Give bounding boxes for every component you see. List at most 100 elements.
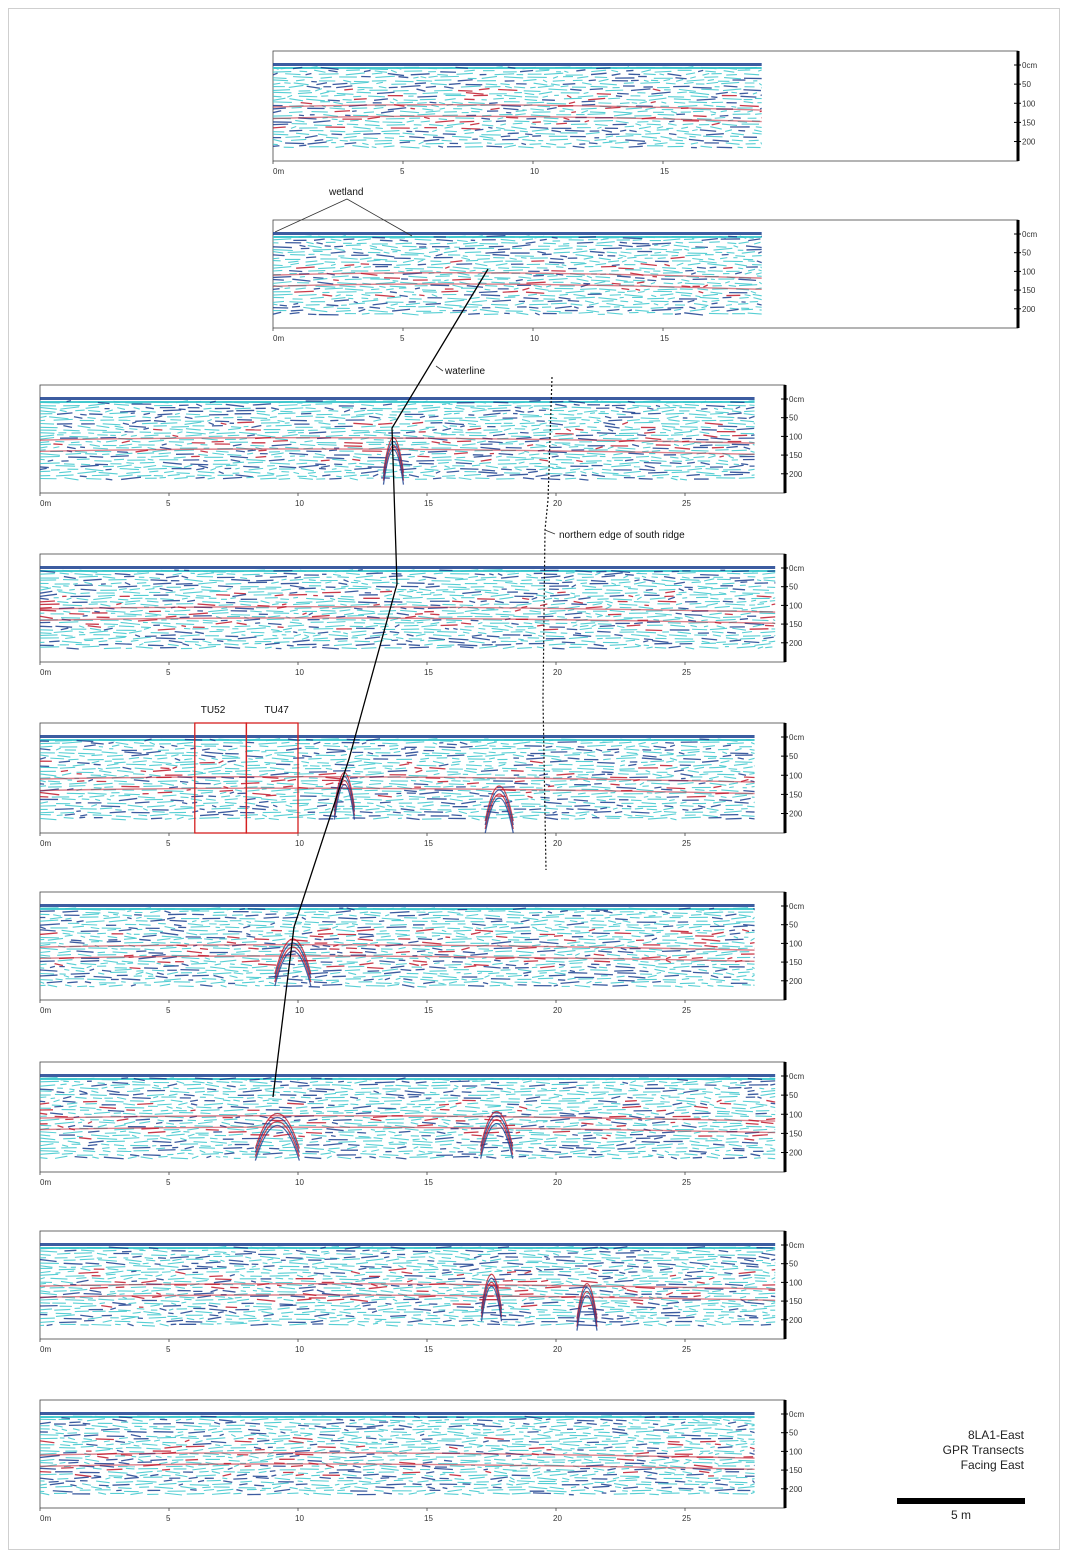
reflection [623,470,641,474]
reflection [367,116,381,120]
reflection [518,461,525,464]
reflection [419,453,424,456]
reflection [520,639,529,642]
reflection [389,418,398,422]
reflection [698,290,704,294]
reflection [483,412,501,416]
reflection [265,794,277,797]
reflection [252,807,266,811]
reflection [247,449,256,452]
reflection [209,738,216,742]
reflection [96,440,101,443]
reflection [157,628,176,631]
reflection [203,802,219,804]
reflection [439,107,446,110]
reflection [354,607,363,610]
reflection [365,772,384,776]
reflection [371,146,377,149]
reflection [273,89,291,91]
reflection [176,400,189,404]
reflection [270,910,279,913]
reflection [670,256,685,260]
reflection [122,591,141,594]
reflection [384,600,403,603]
reflection [697,585,713,589]
reflection [680,773,694,777]
reflection [78,795,84,798]
reflection [164,817,172,820]
reflection [602,750,611,753]
reflection [381,244,398,249]
reflection [512,907,527,911]
reflection [91,474,110,477]
reflection [701,637,718,641]
reflection [722,600,734,603]
reflection [653,618,660,621]
reflection [228,747,238,751]
reflection [289,621,302,625]
reflection [565,290,585,294]
reflection [234,789,243,792]
reflection [442,591,456,593]
depth-tick-label: 150 [789,790,803,799]
reflection [330,238,342,242]
reflection [520,431,529,434]
reflection [40,432,55,434]
reflection [231,578,251,582]
reflection [124,793,140,796]
reflection [606,302,625,307]
reflection [266,618,285,621]
reflection [359,285,374,289]
reflection [519,413,540,417]
reflection [757,251,762,254]
reflection [375,412,384,416]
reflection [578,311,594,314]
reflection [236,622,247,626]
reflection [710,593,727,596]
reflection [670,456,679,459]
reflection [734,593,754,597]
reflection [564,754,581,756]
reflection [545,745,553,748]
stratum-reflection [40,775,755,783]
reflection [707,79,715,82]
reflection [143,627,150,630]
reflection [537,85,554,88]
reflection [566,808,574,811]
reflection [190,463,209,466]
reflection [558,413,575,416]
reflection [741,642,751,645]
reflection [711,96,718,99]
reflection [462,443,476,446]
reflection [271,603,279,606]
reflection [348,302,365,305]
reflection [701,88,719,91]
reflection [584,300,594,304]
reflection [705,70,716,73]
reflection [419,789,426,791]
reflection [310,309,328,313]
reflection [744,271,752,275]
reflection [635,277,645,279]
reflection [119,443,133,447]
reflection [392,811,401,814]
reflection [545,816,559,821]
reflection [147,467,167,470]
reflection [760,94,762,97]
reflection [617,796,636,798]
reflection [656,776,673,779]
reflection [614,141,629,144]
reflection [442,427,452,432]
reflection [651,576,658,578]
reflection [568,101,576,105]
reflection [500,238,516,242]
reflection [273,281,292,284]
reflection [130,434,137,437]
reflection [293,602,310,606]
reflection [206,907,221,910]
reflection [681,267,692,270]
reflection [607,428,614,432]
reflection [685,254,701,257]
reflection [271,581,279,584]
radargram [273,232,762,316]
